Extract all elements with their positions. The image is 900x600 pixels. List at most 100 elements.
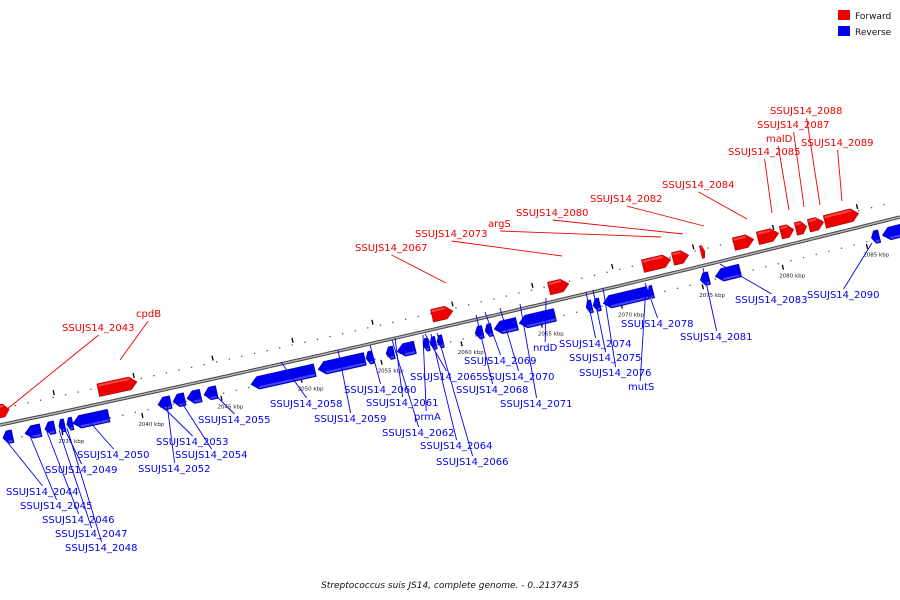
major-tick bbox=[701, 284, 705, 290]
major-tick bbox=[291, 337, 294, 343]
leader-line bbox=[394, 337, 404, 398]
reverse-gene-label: SSUJS14_2090 bbox=[807, 290, 880, 301]
minor-dot bbox=[765, 266, 767, 268]
tick-label: 2065 kbp bbox=[538, 331, 564, 337]
gene-shine bbox=[80, 419, 109, 428]
minor-dot bbox=[518, 292, 520, 294]
leader-line bbox=[280, 361, 307, 399]
forward-gene-arrow bbox=[698, 245, 706, 259]
major-tick bbox=[132, 372, 135, 378]
minor-dot bbox=[417, 315, 419, 318]
leader-line bbox=[602, 287, 617, 368]
reverse-gene-label: nrdD bbox=[533, 343, 558, 354]
gene-shine bbox=[8, 439, 13, 443]
leader-line bbox=[369, 344, 382, 385]
reverse-gene-label: SSUJS14_2061 bbox=[366, 398, 439, 409]
minor-dot bbox=[694, 250, 696, 252]
reverse-gene-arrow bbox=[493, 317, 519, 335]
minor-dot bbox=[222, 392, 225, 394]
gene-shine bbox=[526, 318, 556, 327]
leader-line bbox=[793, 131, 805, 208]
forward-gene-label: malD bbox=[766, 134, 793, 145]
gene-shine bbox=[70, 427, 73, 430]
leader-line bbox=[644, 282, 659, 319]
minor-dot bbox=[39, 399, 42, 401]
minor-dot bbox=[165, 372, 168, 374]
minor-dot bbox=[543, 286, 545, 288]
minor-dot bbox=[203, 363, 205, 366]
forward-gene-arrow bbox=[755, 228, 780, 246]
reverse-gene-label: SSUJS14_2074 bbox=[559, 339, 632, 350]
leader-line bbox=[499, 307, 520, 372]
reverse-gene-arrow bbox=[157, 395, 173, 411]
gene-shine bbox=[723, 274, 741, 281]
leader-line bbox=[475, 314, 494, 385]
reverse-gene-arrow bbox=[72, 408, 111, 429]
leader-line bbox=[519, 303, 538, 399]
leader-line bbox=[500, 230, 662, 238]
leader-line bbox=[843, 242, 873, 290]
minor-dot bbox=[581, 277, 583, 279]
minor-dot bbox=[147, 408, 149, 411]
minor-dot bbox=[676, 287, 679, 289]
forward-gene-arrow bbox=[822, 208, 860, 229]
reverse-gene-arrow bbox=[186, 388, 203, 404]
minor-dot bbox=[618, 268, 621, 270]
tick-label: 2055 kbp bbox=[378, 369, 404, 375]
minor-dot bbox=[109, 417, 111, 419]
reverse-gene-label: SSUJS14_2044 bbox=[6, 487, 79, 498]
gene-shine bbox=[390, 355, 395, 359]
leader-line bbox=[166, 403, 176, 464]
minor-dot bbox=[505, 295, 508, 297]
gene-features bbox=[0, 208, 900, 444]
forward-gene-label: SSUJS14_2067 bbox=[355, 243, 428, 254]
forward-gene-arrow bbox=[806, 217, 825, 233]
gene-shine bbox=[325, 362, 366, 374]
reverse-gene-label: prmA bbox=[414, 412, 441, 423]
legend-forward-label: Forward bbox=[855, 12, 891, 22]
major-tick bbox=[220, 395, 223, 401]
major-tick bbox=[451, 301, 454, 307]
gene-shine bbox=[98, 378, 130, 387]
reverse-gene-label: SSUJS14_2071 bbox=[500, 399, 573, 410]
major-tick bbox=[52, 390, 55, 396]
gene-shine bbox=[733, 235, 746, 241]
reverse-gene-label: SSUJS14_2062 bbox=[382, 428, 455, 439]
minor-dot bbox=[329, 335, 331, 338]
minor-dot bbox=[241, 355, 243, 357]
gene-shine bbox=[642, 255, 663, 263]
tick-label: 2050 kbp bbox=[298, 387, 324, 393]
reverse-gene-label: SSUJS14_2083 bbox=[735, 295, 808, 306]
minor-dot bbox=[140, 377, 142, 380]
reverse-gene-label: SSUJS14_2060 bbox=[344, 385, 417, 396]
gene-shine bbox=[0, 405, 4, 408]
minor-dot bbox=[669, 256, 671, 258]
leader-line bbox=[58, 429, 93, 529]
reverse-gene-label: SSUJS14_2070 bbox=[482, 372, 555, 383]
reverse-gene-arrow bbox=[24, 423, 43, 439]
major-tick bbox=[611, 263, 614, 269]
forward-gene-arrow bbox=[778, 224, 795, 240]
reverse-gene-arrow bbox=[714, 263, 743, 282]
forward-gene-label: cpdB bbox=[136, 309, 161, 320]
minor-dot bbox=[278, 347, 281, 349]
reverse-gene-label: SSUJS14_2058 bbox=[270, 399, 343, 410]
leader-line bbox=[66, 427, 103, 543]
reverse-gene-label: SSUJS14_2066 bbox=[436, 457, 509, 468]
gene-shine bbox=[890, 234, 900, 239]
gene-shine bbox=[824, 209, 851, 219]
gene-shine bbox=[426, 347, 430, 351]
gene-shine bbox=[431, 307, 446, 313]
minor-dot bbox=[853, 244, 855, 246]
leader-line bbox=[719, 263, 772, 295]
minor-dot bbox=[563, 314, 565, 317]
leader-line bbox=[29, 435, 58, 501]
reverse-gene-label: SSUJS14_2050 bbox=[77, 450, 150, 461]
forward-gene-arrow bbox=[670, 250, 690, 266]
leader-line bbox=[391, 339, 420, 428]
minor-dot bbox=[266, 349, 268, 352]
minor-dot bbox=[802, 256, 805, 259]
minor-dot bbox=[228, 358, 231, 360]
